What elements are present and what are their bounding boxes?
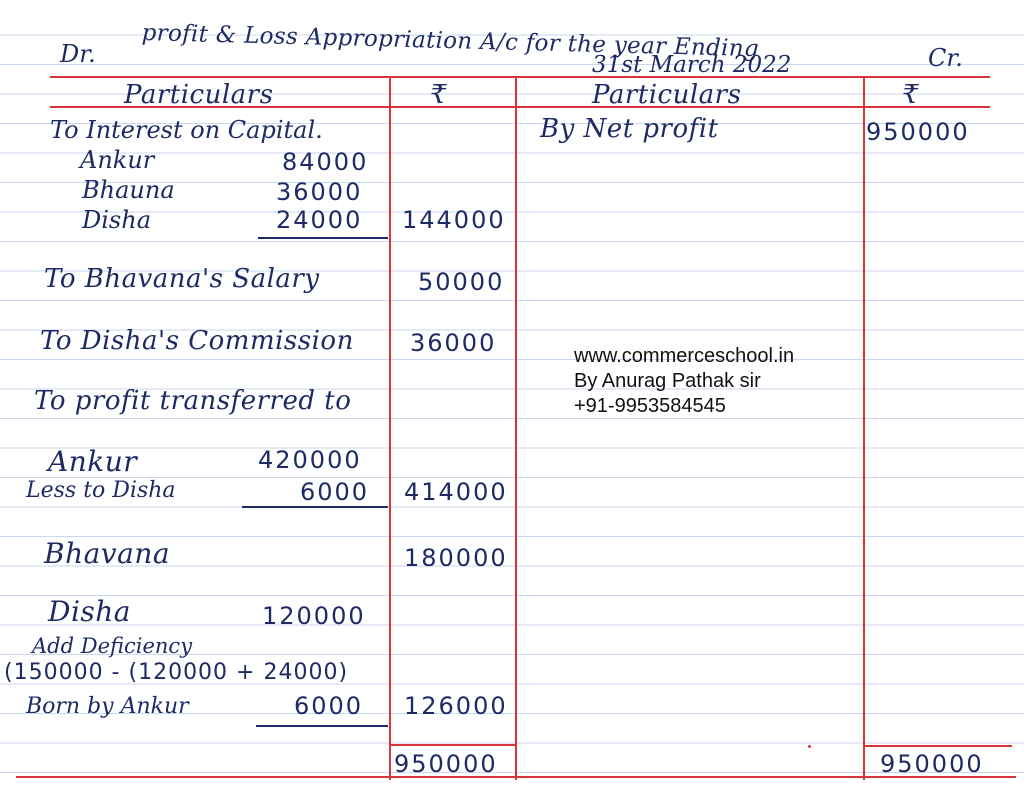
ink-dot (808, 745, 811, 748)
bhavana-salary-amount: 50000 (418, 268, 505, 296)
total-rule-left (390, 744, 516, 746)
interest-subtotal-underline (258, 237, 388, 239)
net-profit-label: By Net profit (540, 114, 719, 144)
column-rule-1 (389, 78, 391, 780)
watermark-phone: +91-9953584545 (574, 395, 726, 417)
transfer-bhavana-total: 180000 (404, 544, 508, 572)
less-to-disha-label: Less to Disha (26, 478, 176, 503)
cr-label: Cr. (928, 44, 963, 72)
left-amount-header: ₹ (430, 80, 448, 110)
borne-by-ankur-label: Born by Ankur (26, 694, 189, 719)
bhavana-salary-label: To Bhavana's Salary (44, 264, 320, 294)
profit-transferred-label: To profit transferred to (34, 386, 352, 416)
watermark-site: www.commerceschool.in (574, 345, 795, 367)
interest-bhauna-label: Bhauna (82, 176, 175, 204)
interest-disha-label: Disha (82, 206, 151, 234)
account-date: 31st March 2022 (592, 52, 792, 78)
add-deficiency-label: Add Deficiency (32, 634, 193, 658)
interest-total: 144000 (402, 206, 506, 234)
transfer-disha-value: 120000 (262, 602, 366, 630)
disha-subtotal-underline (256, 725, 388, 727)
dr-label: Dr. (60, 40, 96, 68)
interest-disha-value: 24000 (276, 206, 363, 234)
interest-bhauna-value: 36000 (276, 178, 363, 206)
transfer-ankur-label: Ankur (48, 445, 138, 478)
column-rule-2 (515, 78, 517, 780)
right-particulars-header: Particulars (592, 80, 742, 110)
borne-by-ankur-value: 6000 (294, 692, 364, 720)
disha-commission-amount: 36000 (410, 329, 497, 357)
watermark: www.commerceschool.in By Anurag Pathak s… (574, 344, 794, 419)
interest-on-capital-label: To Interest on Capital. (50, 116, 323, 144)
header-rule (50, 106, 990, 108)
ankur-subtotal-underline (242, 506, 388, 508)
interest-ankur-label: Ankur (80, 146, 155, 174)
transfer-disha-label: Disha (48, 595, 131, 628)
net-profit-amount: 950000 (866, 118, 970, 146)
watermark-author: By Anurag Pathak sir (574, 370, 761, 392)
less-to-disha-value: 6000 (300, 478, 370, 506)
total-rule-right (864, 745, 1012, 747)
interest-ankur-value: 84000 (282, 148, 369, 176)
transfer-ankur-value: 420000 (258, 446, 362, 474)
transfer-disha-total: 126000 (404, 692, 508, 720)
deficiency-calculation: (150000 - (120000 + 24000) (4, 660, 349, 685)
top-rule (50, 76, 990, 78)
debit-total: 950000 (394, 750, 498, 778)
transfer-bhavana-label: Bhavana (44, 537, 171, 570)
right-amount-header: ₹ (902, 80, 920, 110)
column-rule-3 (863, 78, 865, 780)
transfer-ankur-total: 414000 (404, 478, 508, 506)
credit-total: 950000 (880, 750, 984, 778)
disha-commission-label: To Disha's Commission (40, 326, 354, 356)
left-particulars-header: Particulars (124, 80, 274, 110)
